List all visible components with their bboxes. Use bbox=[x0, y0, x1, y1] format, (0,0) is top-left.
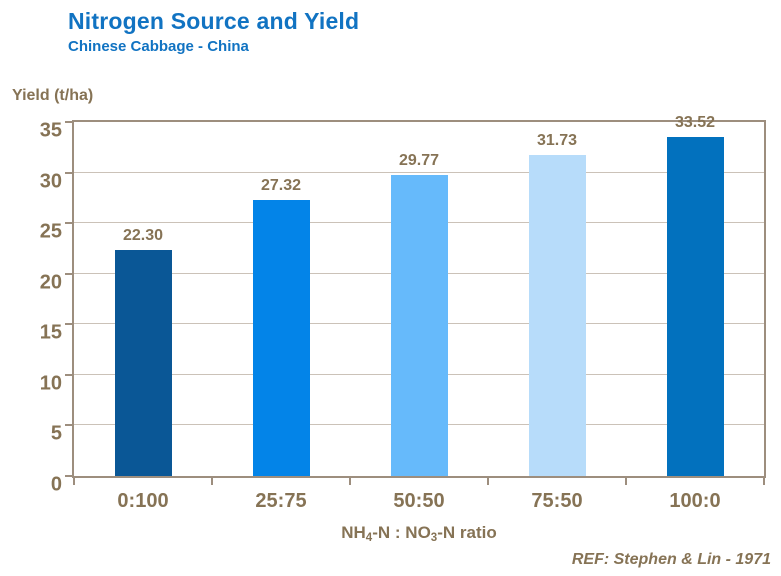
bar-75:50 bbox=[528, 155, 586, 476]
y-tick-label: 15 bbox=[39, 321, 62, 344]
y-tick-label: 20 bbox=[39, 271, 62, 294]
bar-value-label: 31.73 bbox=[536, 132, 578, 150]
x-tick-label: 50:50 bbox=[393, 490, 445, 512]
y-tick-mark bbox=[65, 373, 72, 376]
x-tick-label: 25:75 bbox=[255, 490, 307, 512]
x-tick-mark bbox=[349, 478, 351, 485]
y-tick-label: 25 bbox=[39, 220, 62, 243]
y-tick-mark bbox=[65, 475, 72, 477]
chart-subtitle: Chinese Cabbage - China bbox=[68, 38, 249, 55]
x-tick-label: 100:0 bbox=[669, 490, 721, 512]
chart-title: Nitrogen Source and Yield bbox=[68, 8, 360, 34]
bar-25:75 bbox=[252, 199, 310, 476]
y-tick-mark bbox=[65, 171, 72, 174]
reference-note: REF: Stephen & Lin - 1971 bbox=[571, 551, 771, 568]
bar-value-label: 29.77 bbox=[398, 151, 440, 169]
plot-area: 22.30 27.32 29.77 31.73 33.52 bbox=[72, 114, 766, 478]
bar-50:50 bbox=[390, 174, 448, 476]
bar-value-label: 22.30 bbox=[122, 227, 164, 245]
y-tick-label: 35 bbox=[39, 119, 62, 142]
y-tick-mark bbox=[65, 121, 72, 123]
x-tick-mark bbox=[487, 478, 489, 485]
y-tick-mark bbox=[65, 424, 72, 427]
x-tick-mark bbox=[73, 478, 75, 485]
y-axis-title: Yield (t/ha) bbox=[12, 87, 94, 104]
y-tick-label: 30 bbox=[39, 170, 62, 193]
x-tick-label: 0:100 bbox=[117, 490, 169, 512]
x-tick-label: 75:50 bbox=[531, 490, 583, 512]
y-tick-mark bbox=[65, 222, 72, 225]
y-tick-mark bbox=[65, 323, 72, 326]
x-tick-mark bbox=[211, 478, 213, 485]
x-tick-mark bbox=[625, 478, 627, 485]
y-tick-label: 10 bbox=[39, 372, 62, 395]
y-tick-mark bbox=[65, 272, 72, 275]
x-axis-title: NH4-N : NO3-N ratio bbox=[341, 523, 497, 544]
bar-0:100 bbox=[114, 250, 172, 476]
bar-value-label: 33.52 bbox=[674, 113, 716, 131]
x-tick-mark bbox=[763, 478, 765, 485]
gridline bbox=[74, 171, 764, 173]
y-tick-label: 5 bbox=[50, 422, 62, 445]
bar-100:0 bbox=[666, 136, 724, 476]
y-tick-label: 0 bbox=[50, 473, 62, 496]
bar-value-label: 27.32 bbox=[260, 176, 302, 194]
